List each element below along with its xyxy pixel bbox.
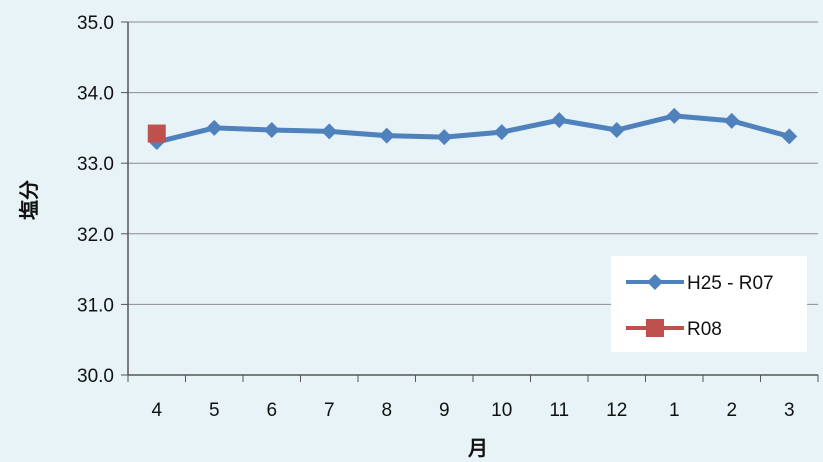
x-axis-title: 月 [467,436,488,460]
data-point [206,119,223,136]
axes [127,22,819,382]
legend-label-series-2: R08 [687,319,722,340]
x-tick-label: 8 [381,400,392,421]
series-2 [147,124,166,143]
y-tick-label: 34.0 [77,84,114,105]
x-tick-label: 5 [209,400,220,421]
data-point [378,127,395,144]
legend: H25 - R07 R08 [611,256,807,352]
series-line [156,113,790,145]
x-tick-label: 2 [726,400,737,421]
legend-diamond-icon [647,274,663,290]
data-point [263,122,280,139]
data-point [551,112,568,129]
y-tick-label: 33.0 [77,154,114,175]
data-point [147,124,166,143]
x-tick-label: 4 [151,400,162,421]
y-tick-label: 31.0 [77,295,114,316]
legend-item-series-1: H25 - R07 [626,273,774,294]
y-tick-label: 30.0 [77,366,114,387]
y-tick-label: 32.0 [77,225,114,246]
x-tick-label: 7 [324,400,335,421]
data-point [436,129,453,146]
x-tick-label: 9 [439,400,450,421]
x-tick-label: 3 [784,400,795,421]
data-point [493,124,510,141]
legend-label-series-1: H25 - R07 [687,273,774,294]
series-1 [148,107,798,151]
data-point [608,122,625,139]
x-tick-label: 1 [669,400,680,421]
y-axis-title: 塩分 [17,180,41,220]
x-tick-label: 10 [491,400,512,421]
x-tick-label: 11 [549,400,569,421]
legend-item-series-2: R08 [626,319,722,340]
x-tick-label: 6 [266,400,277,421]
x-tick-label: 12 [606,400,627,421]
legend-box [611,256,807,352]
data-point [666,107,683,124]
x-tick-labels: 4 5 6 7 8 9 10 11 12 1 2 3 [151,400,794,421]
legend-square-icon [646,319,664,337]
data-point [723,112,740,129]
data-point [321,123,338,140]
y-tick-label: 35.0 [77,13,114,34]
series [147,107,798,151]
data-point [781,128,798,145]
y-tick-labels: 30.0 31.0 32.0 33.0 34.0 35.0 [77,13,114,387]
